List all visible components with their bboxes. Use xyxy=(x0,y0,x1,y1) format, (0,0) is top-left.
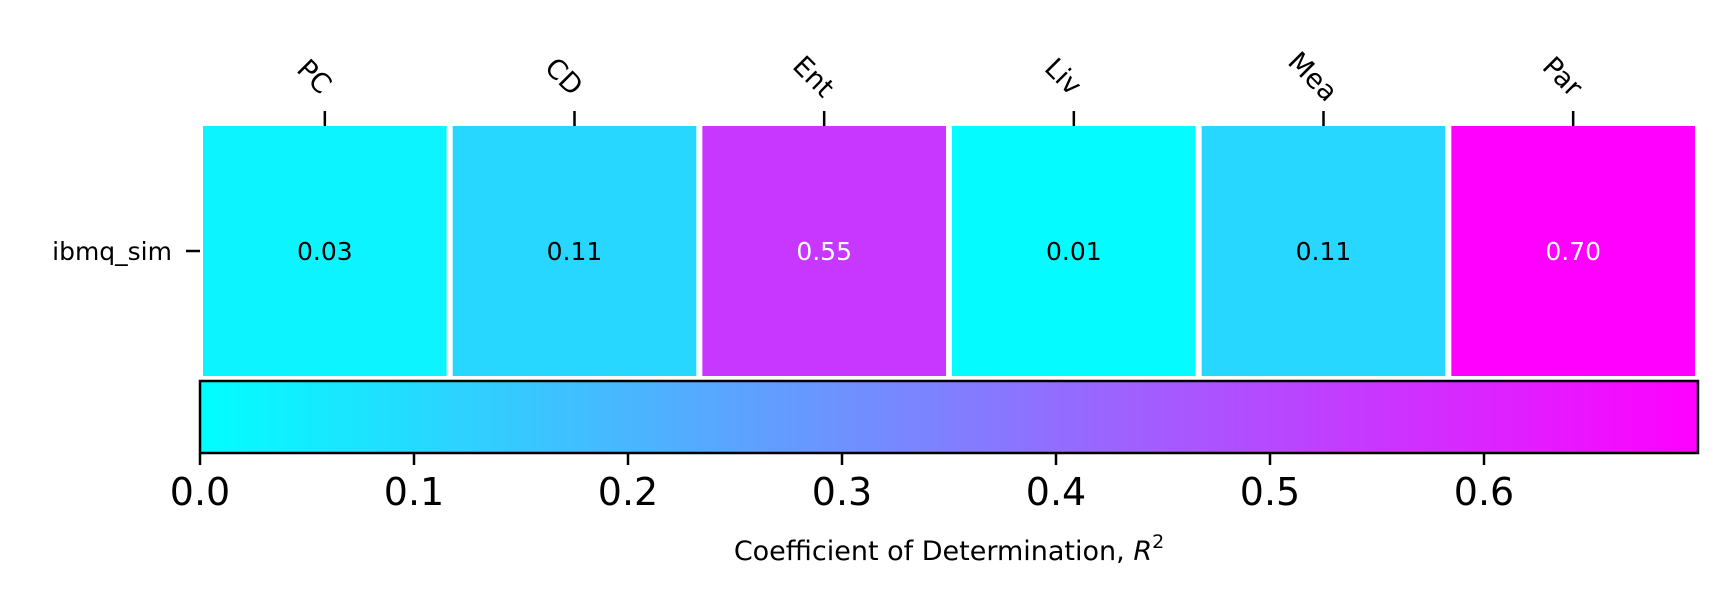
colorbar-tick-label: 0.6 xyxy=(1454,470,1514,514)
colorbar-tick-label: 0.0 xyxy=(170,470,230,514)
cell-value-label: 0.11 xyxy=(547,237,603,266)
heatmap-cell xyxy=(1201,126,1446,376)
cell-value-label: 0.55 xyxy=(796,237,852,266)
cell-value-label: 0.01 xyxy=(1046,237,1102,266)
column-label-pc: PC xyxy=(290,54,337,101)
colorbar-tick-label: 0.1 xyxy=(384,470,444,514)
colorbar-label-math: R xyxy=(1133,536,1152,567)
colorbar-label-superscript: 2 xyxy=(1152,531,1164,553)
column-label-cd: CD xyxy=(538,52,588,102)
column-label-mea: Mea xyxy=(1282,46,1344,108)
colorbar-label-text: Coefficient of Determination, xyxy=(734,536,1134,567)
column-ticks xyxy=(323,111,1575,126)
cell-value-label: 0.03 xyxy=(297,237,353,266)
colorbar-gradient xyxy=(198,379,1700,455)
heatmap-cell xyxy=(1451,126,1695,376)
colorbar-ticks: 0.0 0.1 0.2 0.3 0.4 0.5 0.6 xyxy=(170,453,1514,514)
colorbar-tick-label: 0.5 xyxy=(1240,470,1300,514)
colorbar-label: Coefficient of Determination, R2 xyxy=(734,531,1164,567)
row-label: ibmq_sim xyxy=(52,237,172,266)
colorbar-tick-label: 0.2 xyxy=(598,470,658,514)
cell-value-label: 0.11 xyxy=(1296,237,1352,266)
column-label-liv: Liv xyxy=(1038,52,1087,101)
heatmap-cell xyxy=(702,126,946,376)
column-label-ent: Ent xyxy=(786,50,840,104)
heatmap-cell xyxy=(203,126,447,376)
column-labels: PC CD Ent Liv Mea Par xyxy=(290,46,1588,108)
cell-value-label: 0.70 xyxy=(1545,237,1601,266)
colorbar-tick-label: 0.4 xyxy=(1026,470,1086,514)
heatmap-cell xyxy=(952,126,1196,376)
heatmap-cell xyxy=(452,126,697,376)
colorbar-tick-label: 0.3 xyxy=(812,470,872,514)
column-label-par: Par xyxy=(1536,51,1589,104)
colorbar xyxy=(198,379,1700,455)
heatmap-cells: 0.03 0.11 0.55 0.01 0.11 0.70 xyxy=(203,126,1695,376)
row-labels: ibmq_sim xyxy=(52,237,200,266)
